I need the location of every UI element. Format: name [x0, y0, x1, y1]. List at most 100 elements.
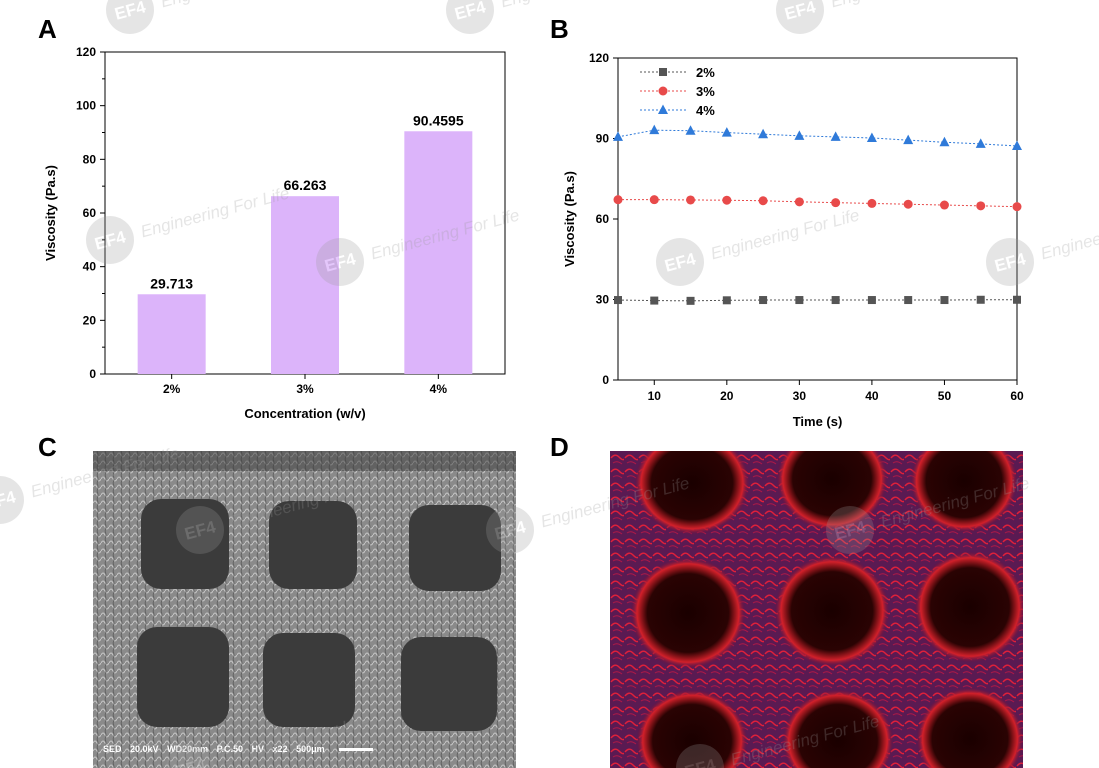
- data-point: [831, 296, 840, 305]
- x-tick-label: 4%: [430, 382, 448, 396]
- data-point: [904, 296, 913, 305]
- data-point: [758, 196, 768, 206]
- data-point: [685, 125, 696, 135]
- data-point: [721, 127, 732, 137]
- legend-label: 2%: [696, 65, 715, 80]
- y-tick-label: 0: [602, 373, 609, 387]
- data-point: [939, 136, 950, 147]
- x-tick-label: 20: [720, 389, 734, 403]
- series-line: [617, 129, 1018, 147]
- series-line: [618, 199, 1018, 208]
- y-tick-label: 80: [83, 152, 97, 166]
- legend-marker: [658, 104, 668, 114]
- legend-label: 4%: [696, 103, 715, 118]
- y-axis-label: Viscosity (Pa.s): [562, 171, 577, 267]
- y-tick-label: 40: [83, 260, 97, 274]
- sem-scale-label: 500μm: [296, 744, 325, 754]
- bar-chart-viscosity-concentration: 0 20 40 60 80 100 120 29.713 2% 66.263 3% 90.4595 4%…: [43, 45, 506, 421]
- data-point: [649, 124, 660, 135]
- data-point: [976, 295, 985, 304]
- data-point: [795, 296, 804, 305]
- x-tick-label: 60: [1010, 389, 1024, 403]
- data-point: [903, 134, 914, 145]
- fluorescence-illustration: [610, 451, 1023, 768]
- data-point: [722, 296, 731, 305]
- sem-vacuum: HV: [251, 744, 264, 754]
- sem-magnification: x22: [272, 744, 288, 754]
- x-tick-label: 2%: [163, 382, 181, 396]
- data-point: [940, 296, 949, 305]
- bar: [404, 131, 473, 374]
- data-point: [831, 198, 841, 208]
- plot-frame: [617, 57, 1018, 381]
- legend-marker: [659, 68, 667, 76]
- data-point: [614, 296, 622, 305]
- sem-mode: SED: [103, 744, 122, 754]
- sem-probe-current: P.C.50: [216, 744, 243, 754]
- panel-label-b: B: [550, 14, 569, 44]
- y-tick-label: 60: [596, 212, 610, 226]
- sem-voltage: 20.0kV: [130, 744, 159, 754]
- watermark-logo-text: EF4: [0, 487, 18, 514]
- data-point: [686, 195, 696, 205]
- x-tick-label: 3%: [296, 382, 314, 396]
- sem-working-distance: WD20mm: [167, 744, 209, 754]
- x-tick-label: 40: [865, 389, 879, 403]
- bar-value-label: 90.4595: [413, 112, 464, 128]
- legend-marker: [658, 86, 668, 96]
- x-axis-label: Concentration (w/v): [244, 406, 365, 421]
- y-tick-label: 60: [83, 206, 97, 220]
- data-point: [1012, 202, 1022, 212]
- bar-value-label: 29.713: [150, 275, 193, 291]
- data-point: [650, 296, 659, 305]
- data-point: [975, 138, 986, 148]
- series-2: [613, 124, 1022, 151]
- panel-label-d: D: [550, 432, 569, 462]
- data-point: [794, 197, 804, 207]
- data-point: [722, 195, 732, 205]
- y-tick-label: 30: [596, 293, 610, 307]
- y-tick-label: 100: [76, 99, 96, 113]
- data-point: [867, 198, 877, 208]
- data-point: [867, 296, 876, 305]
- bar: [271, 196, 339, 374]
- data-point: [613, 131, 623, 141]
- data-point: [794, 130, 805, 140]
- series-line: [617, 299, 1017, 302]
- bar: [137, 294, 206, 374]
- x-tick-label: 50: [938, 389, 952, 403]
- panel-label-a: A: [38, 14, 57, 44]
- series-1: [613, 195, 1022, 212]
- data-point: [759, 296, 768, 305]
- data-point: [939, 200, 949, 210]
- line-chart-viscosity-time: 0 30 60 90 120 10 20 30 40 50 60 Time (s) Viscosity …: [562, 51, 1024, 429]
- sem-scaffold-illustration: [93, 451, 516, 768]
- data-point: [1013, 295, 1021, 304]
- series-0: [614, 295, 1021, 305]
- sem-scale-bar: [339, 748, 374, 752]
- panel-label-c: C: [38, 432, 57, 462]
- bar-value-label: 66.263: [284, 177, 327, 193]
- y-tick-label: 90: [596, 132, 610, 146]
- y-axis-label: Viscosity (Pa.s): [43, 165, 58, 261]
- y-tick-label: 20: [83, 313, 97, 327]
- data-point: [866, 132, 877, 142]
- watermark-logo: [0, 476, 24, 524]
- data-point: [830, 131, 841, 141]
- x-tick-label: 10: [648, 389, 662, 403]
- data-point: [1012, 140, 1022, 151]
- data-point: [613, 195, 623, 205]
- x-axis-label: Time (s): [793, 414, 843, 429]
- y-tick-label: 0: [89, 367, 96, 381]
- data-point: [758, 128, 769, 139]
- sem-scaffold-image: SED 20.0kV WD20mm P.C.50 HV x22 500μm: [93, 451, 516, 768]
- data-point: [976, 201, 986, 211]
- y-tick-label: 120: [76, 45, 96, 59]
- data-point: [686, 296, 695, 305]
- x-tick-label: 30: [793, 389, 807, 403]
- legend-label: 3%: [696, 84, 715, 99]
- y-tick-label: 120: [589, 51, 609, 65]
- data-point: [903, 199, 913, 209]
- fluorescence-image: [610, 451, 1023, 768]
- data-point: [649, 195, 659, 205]
